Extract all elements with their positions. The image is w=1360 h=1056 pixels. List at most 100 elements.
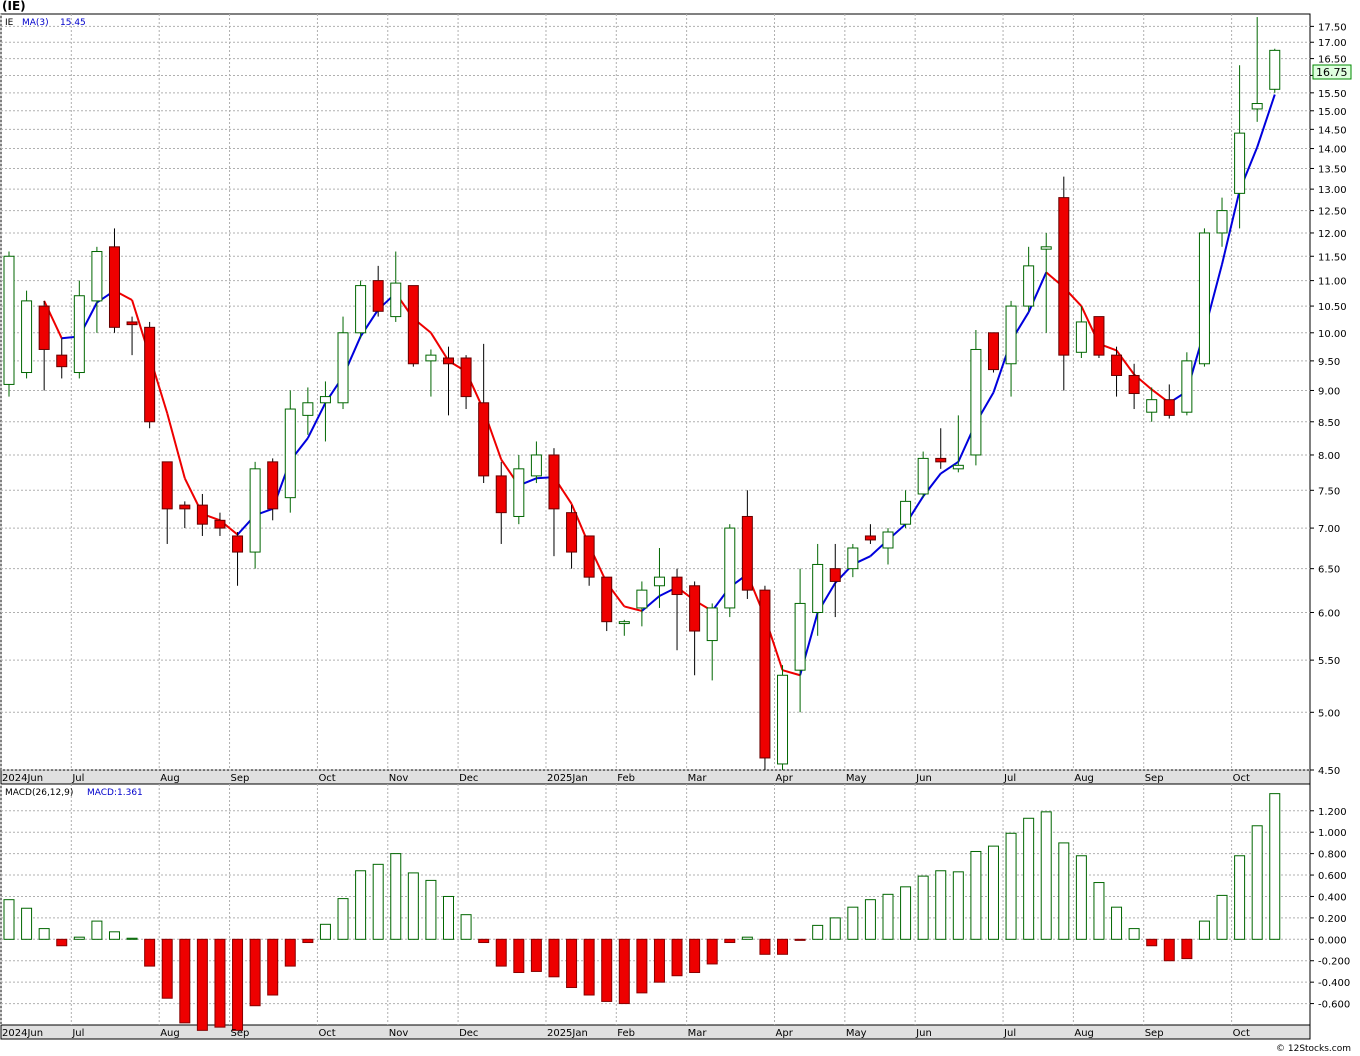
candle-body-down [495, 475, 507, 514]
macd-bar-positive [1093, 882, 1105, 940]
candle [1093, 316, 1105, 358]
date-label: Jul [71, 773, 84, 784]
candle [1058, 176, 1070, 391]
macd-bar-positive [390, 853, 402, 940]
candle [741, 490, 753, 599]
candle [864, 524, 876, 544]
macd-legend-value: MACD:1.361 [87, 788, 143, 798]
date-label: 2025Jan [547, 1028, 588, 1039]
macd-tick-label: 0.600 [1318, 871, 1347, 882]
macd-bar-positive [91, 920, 103, 940]
price-tick-label: 17.00 [1318, 38, 1347, 49]
ma-segment [641, 595, 661, 612]
ma-segment [1115, 349, 1135, 376]
date-label: 2024Jun [2, 1028, 43, 1039]
macd-bar-positive [1058, 842, 1070, 940]
candle-body-down [56, 354, 68, 368]
date-label: Sep [231, 773, 250, 784]
macd-bar-positive [407, 872, 419, 940]
candle [847, 543, 859, 578]
macd-bar-positive [108, 931, 120, 940]
candle [777, 665, 789, 770]
date-label: Nov [389, 1028, 409, 1039]
candle-body-down [987, 332, 999, 371]
date-label: May [846, 1028, 867, 1039]
price-tick-label: 9.00 [1318, 386, 1340, 397]
candle [478, 343, 490, 484]
price-panel [0, 13, 1311, 771]
candle [829, 543, 841, 618]
candle-body-up [284, 408, 296, 499]
price-tick-label: 7.50 [1318, 486, 1340, 497]
candle [900, 490, 912, 529]
macd-bar-positive [900, 886, 912, 940]
candle [337, 316, 349, 410]
macd-bar-negative [1163, 938, 1175, 962]
candle-body-down [179, 504, 191, 510]
candle [1216, 197, 1228, 247]
candle [759, 585, 771, 770]
macd-tick-label: 1.000 [1318, 828, 1347, 839]
candle-body-down [1058, 197, 1070, 356]
candle-body-down [548, 454, 560, 510]
candle-body-up [1198, 232, 1210, 365]
candle-body-up [1146, 399, 1158, 413]
candle-body-up [1023, 265, 1035, 307]
candle [390, 251, 402, 322]
candle-body-down [372, 280, 384, 312]
candle [1146, 387, 1158, 422]
ma-segment [166, 412, 186, 479]
candle [319, 381, 331, 442]
candle-body-down [144, 326, 156, 423]
price-tick-label: 6.50 [1318, 565, 1340, 576]
price-tick-label: 5.00 [1318, 708, 1340, 719]
candle [671, 568, 683, 651]
macd-bar-negative [583, 938, 595, 996]
date-label: 2024Jun [2, 773, 43, 784]
macd-tick-label: -0.400 [1318, 978, 1350, 989]
macd-tick-label: 1.200 [1318, 807, 1347, 818]
macd-bar-negative [530, 938, 542, 972]
macd-tick-label: 0.800 [1318, 850, 1347, 861]
candle-body-down [1163, 399, 1175, 416]
macd-bar-positive [935, 870, 947, 940]
price-tick-label: 15.50 [1318, 89, 1347, 100]
price-tick-label: 8.00 [1318, 451, 1340, 462]
candle [1075, 306, 1087, 358]
macd-bar-negative [284, 938, 296, 967]
candle-body-up [530, 454, 542, 477]
macd-bar-positive [1075, 855, 1087, 940]
candle [987, 332, 999, 373]
candle [1269, 48, 1281, 93]
candle [108, 228, 120, 333]
date-label: Feb [617, 773, 635, 784]
macd-bar-negative [794, 938, 806, 941]
candle-body-down [407, 285, 419, 365]
macd-tick-label: 0.000 [1318, 935, 1347, 946]
legend-ma-label: MA(3) [22, 18, 49, 28]
macd-bar-negative [179, 938, 191, 1024]
macd-bar-negative [495, 938, 507, 967]
macd-tick-label: 0.400 [1318, 892, 1347, 903]
candle-body-up [1005, 305, 1017, 365]
date-label: Jul [1003, 1028, 1016, 1039]
candle-body-up [847, 547, 859, 570]
macd-bar-negative [144, 938, 156, 967]
candle [144, 321, 156, 429]
candle [812, 543, 824, 636]
date-label: Oct [1233, 1028, 1250, 1039]
candle [706, 603, 718, 681]
candle-body-up [618, 621, 630, 625]
candle [460, 355, 472, 410]
candle [355, 280, 367, 339]
date-label: 2025Jan [547, 773, 588, 784]
candle [73, 280, 85, 379]
candle-body-up [794, 602, 806, 671]
date-label: Sep [1145, 773, 1164, 784]
price-tick-label: 16.50 [1318, 55, 1347, 66]
candle-body-up [917, 457, 929, 495]
date-label: Oct [318, 1028, 335, 1039]
price-tick-label: 13.00 [1318, 185, 1347, 196]
candle-body-down [741, 515, 753, 591]
candle-body-down [196, 504, 208, 525]
